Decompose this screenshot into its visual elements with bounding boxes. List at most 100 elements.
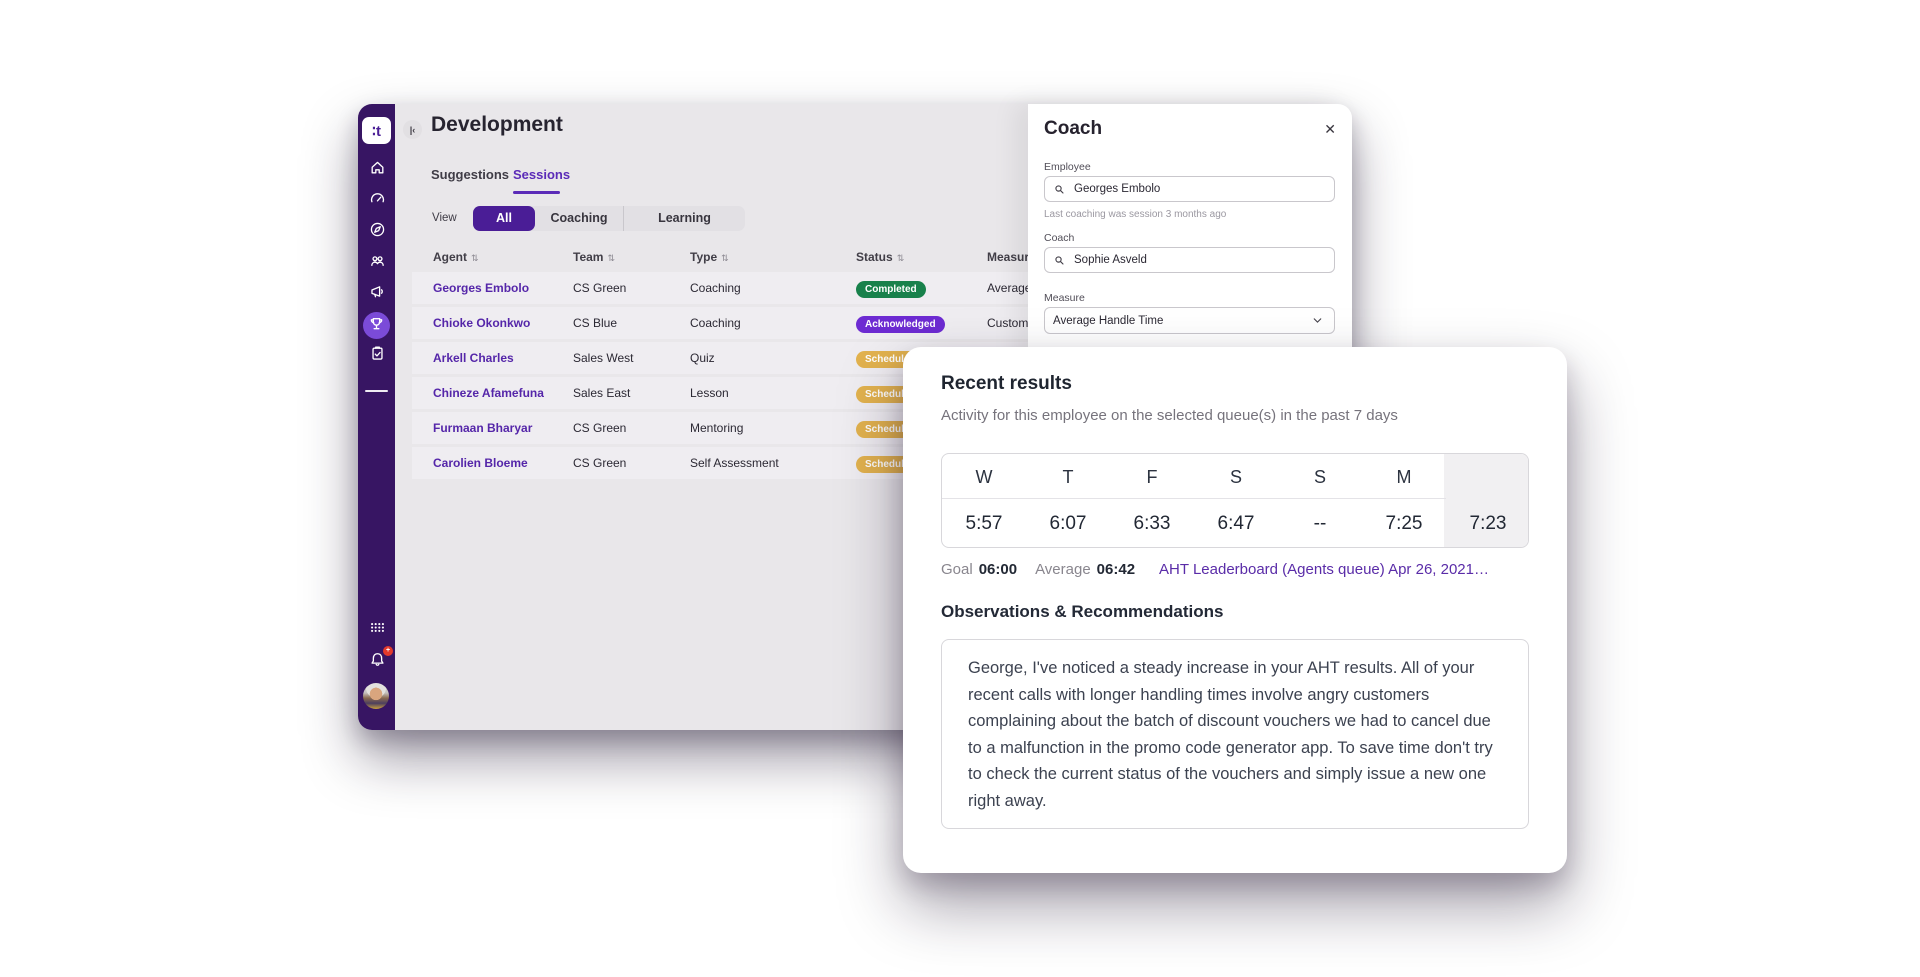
column-header-agent[interactable]: Agent ⇅ (433, 244, 479, 271)
app-logo[interactable]: ∶t (362, 117, 391, 144)
day-value: 7:23 (1469, 513, 1507, 534)
day-header: S (1229, 467, 1242, 487)
measure-cell: Average (987, 281, 1032, 295)
leaderboard-link[interactable]: AHT Leaderboard (Agents queue) Apr 26, 2… (1159, 561, 1489, 578)
day-header: T (1062, 467, 1074, 487)
sidebar-item-home[interactable] (365, 158, 389, 182)
sidebar-item-announcements[interactable] (365, 282, 389, 306)
employee-value: Georges Embolo (1074, 183, 1161, 195)
day-value: 6:47 (1217, 513, 1255, 534)
user-avatar[interactable] (363, 683, 389, 709)
measure-select[interactable]: Average Handle Time (1044, 307, 1335, 334)
agent-link[interactable]: Chioke Okonkwo (433, 316, 531, 330)
team-cell: CS Blue (573, 316, 618, 330)
column-header-team[interactable]: Team ⇅ (573, 244, 615, 271)
goal-label: Goal (941, 561, 973, 578)
agent-link[interactable]: Arkell Charles (433, 351, 514, 365)
table-header-row: Agent ⇅ Team ⇅ Type ⇅ Status ⇅ Measure (358, 244, 1352, 270)
agent-link[interactable]: Georges Embolo (433, 281, 530, 295)
day-value: 6:33 (1133, 513, 1171, 534)
agent-link[interactable]: Chineze Afamefuna (433, 386, 544, 400)
weekly-results-table: W T F S S M 5:57 6:07 6:33 6:47 -- 7:25 … (941, 453, 1529, 548)
notification-badge: + (383, 646, 393, 656)
day-header: S (1313, 467, 1326, 487)
filter-coaching-button[interactable]: Coaching (550, 211, 608, 225)
status-badge: Acknowledged (856, 316, 945, 333)
day-header: F (1146, 467, 1158, 487)
column-header-type[interactable]: Type ⇅ (690, 244, 729, 271)
coach-panel-title: Coach (1044, 118, 1103, 139)
column-header-measure[interactable]: Measure (987, 244, 1036, 270)
coach-search-input[interactable]: Sophie Asveld (1044, 247, 1335, 273)
day-value: -- (1313, 513, 1327, 534)
employee-label: Employee (1044, 161, 1091, 173)
trophy-icon (368, 315, 385, 337)
team-cell: Sales East (573, 386, 631, 400)
close-icon[interactable]: ✕ (1324, 121, 1336, 137)
day-value: 5:57 (965, 513, 1003, 534)
chevron-down-icon (1313, 318, 1322, 323)
column-header-label: Measure (987, 250, 1036, 264)
sidebar-item-apps[interactable] (365, 618, 389, 642)
coach-value: Sophie Asveld (1074, 254, 1147, 266)
view-segmented-control: All Coaching Learning (473, 206, 745, 231)
column-header-label: Status (856, 250, 893, 264)
type-cell: Quiz (690, 351, 715, 365)
compass-icon (369, 221, 386, 243)
average-value: 06:42 (1096, 561, 1136, 578)
team-cell: Sales West (573, 351, 634, 365)
team-cell: CS Green (573, 281, 627, 295)
column-header-label: Agent (433, 250, 467, 264)
tab-suggestions[interactable]: Suggestions (431, 167, 510, 182)
apps-grid-icon (369, 619, 386, 641)
search-icon (1055, 184, 1064, 194)
sidebar: ∶t (358, 104, 395, 730)
observations-title: Observations & Recommendations (941, 602, 1224, 621)
coach-label: Coach (1044, 232, 1075, 244)
page-title: Development (431, 113, 563, 136)
sidebar-divider (365, 390, 388, 392)
sort-icon[interactable]: ⇅ (896, 253, 905, 263)
day-header (1446, 454, 1528, 498)
team-cell: CS Green (573, 456, 627, 470)
collapse-panel-button[interactable]: |‹ (403, 120, 422, 139)
sidebar-item-notifications[interactable]: + (365, 646, 393, 674)
type-cell: Mentoring (690, 421, 744, 435)
day-header: M (1396, 467, 1412, 487)
filter-all-button[interactable]: All (473, 206, 535, 231)
type-cell: Self Assessment (690, 456, 779, 470)
sidebar-item-teams[interactable] (365, 251, 389, 275)
observations-textarea[interactable]: George, I've noticed a steady increase i… (941, 639, 1529, 829)
goal-value: 06:00 (978, 561, 1018, 578)
sidebar-item-performance[interactable] (365, 189, 389, 213)
filter-learning-button[interactable]: Learning (623, 206, 745, 231)
active-tab-underline (513, 191, 560, 194)
sort-icon[interactable]: ⇅ (607, 253, 616, 263)
day-value: 7:25 (1385, 513, 1423, 534)
bell-icon (369, 651, 386, 673)
measure-label: Measure (1044, 292, 1085, 304)
sort-icon[interactable]: ⇅ (721, 253, 729, 263)
recent-results-title: Recent results (941, 373, 1072, 394)
goal-average-row: Goal 06:00 Average 06:42 AHT Leaderboard (Ag… (941, 561, 1489, 578)
table-row[interactable]: Furmaan Bharyar CS Green Mentoring Sched… (412, 412, 1352, 444)
sort-icon[interactable]: ⇅ (471, 253, 479, 263)
team-cell: CS Green (573, 421, 627, 435)
highlighted-day-column (1444, 454, 1528, 547)
measure-value: Average Handle Time (1053, 314, 1164, 327)
sidebar-item-explore[interactable] (365, 220, 389, 244)
agent-link[interactable]: Carolien Bloeme (433, 456, 528, 470)
type-cell: Coaching (690, 281, 741, 295)
column-header-status[interactable]: Status ⇅ (856, 244, 904, 271)
day-value: 6:07 (1049, 513, 1087, 534)
collapse-icon: |‹ (409, 124, 416, 135)
tab-sessions[interactable]: Sessions (513, 167, 571, 182)
view-filter-label: View (432, 212, 457, 224)
table-divider (942, 498, 1446, 499)
clipboard-check-icon (369, 345, 386, 367)
employee-search-input[interactable]: Georges Embolo (1044, 176, 1335, 202)
sidebar-item-tasks[interactable] (365, 344, 389, 368)
sidebar-item-development[interactable] (363, 312, 390, 339)
agent-link[interactable]: Furmaan Bharyar (433, 421, 533, 435)
